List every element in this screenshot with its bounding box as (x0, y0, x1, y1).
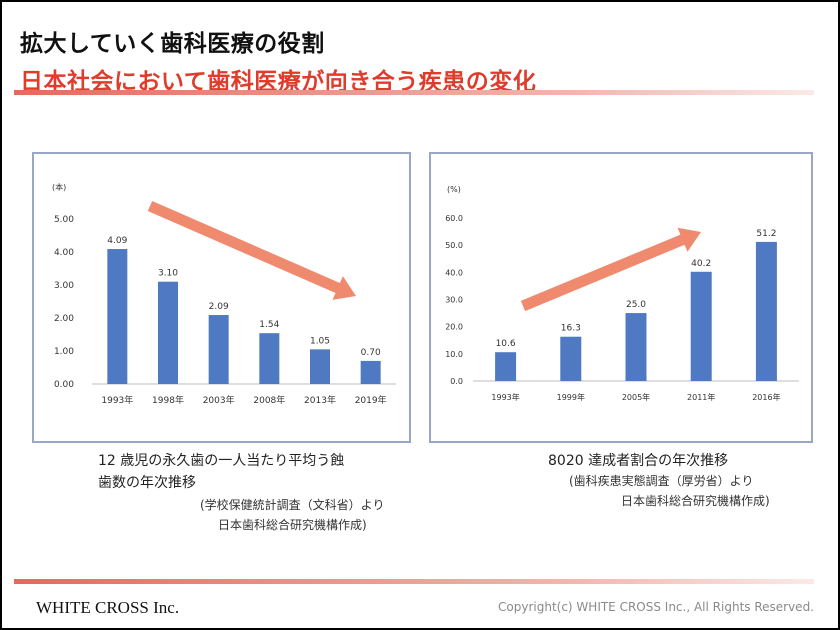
x-tick-label: 1998年 (152, 394, 184, 406)
data-label: 1.54 (259, 320, 279, 330)
data-label: 2.09 (209, 302, 229, 312)
data-label: 10.6 (496, 339, 516, 349)
slide-title: 拡大していく歯科医療の役割 (20, 31, 325, 57)
header-divider (14, 90, 814, 95)
chart-decayed-teeth: (本) 0.00 1.00 2.00 3.00 4.00 5.00 4.09 1993年 3.10… (52, 182, 396, 406)
x-tick-label: 1999年 (557, 392, 585, 402)
x-tick-label: 2011年 (687, 392, 715, 402)
y-tick-label: 20.0 (445, 323, 463, 332)
right-caption-source1: (歯科疾患実態調査（厚労省）より (569, 474, 754, 488)
bar (560, 336, 582, 381)
y-tick-label: 0.00 (54, 380, 74, 390)
x-tick-label: 2016年 (752, 392, 780, 402)
y-tick-label: 3.00 (54, 281, 74, 291)
chart-8020-rate: (%) 0.0 10.0 20.0 30.0 40.0 50.0 60.0 10.6 1993年 1… (445, 185, 799, 402)
bar (208, 315, 229, 384)
company-name: WHITE CROSS Inc. (36, 598, 180, 617)
x-tick-label: 2003年 (203, 394, 235, 406)
trend-arrow-down (147, 201, 356, 300)
y-tick-label: 60.0 (445, 214, 463, 223)
x-tick-label: 2008年 (253, 394, 285, 406)
data-label: 3.10 (158, 269, 178, 279)
chart-panel-8020: (%) 0.0 10.0 20.0 30.0 40.0 50.0 60.0 10.6 1993年 1… (429, 152, 813, 443)
bar (107, 249, 128, 384)
data-label: 25.0 (626, 300, 646, 310)
y-tick-label: 5.00 (54, 215, 74, 225)
left-caption-source2: 日本歯科総合研究機構作成) (218, 518, 367, 532)
data-label: 40.2 (691, 259, 711, 269)
y-axis-unit: (%) (447, 185, 461, 194)
data-label: 16.3 (561, 324, 581, 334)
left-caption-source1: (学校保健統計調査（文科省）より (200, 498, 385, 512)
footer-divider (14, 579, 814, 584)
y-tick-label: 30.0 (445, 296, 463, 305)
x-tick-label: 1993年 (491, 392, 519, 402)
bar (158, 281, 178, 384)
bar (259, 333, 280, 384)
y-tick-label: 10.0 (445, 350, 463, 359)
left-caption-line1: 12 歳児の永久歯の一人当たり平均う蝕 (98, 453, 345, 469)
trend-arrow-up (520, 227, 701, 312)
bar (495, 352, 517, 381)
x-tick-label: 2013年 (304, 394, 336, 406)
data-label: 0.70 (361, 348, 381, 358)
data-label: 1.05 (310, 336, 330, 346)
chart-panel-decayed-teeth: (本) 0.00 1.00 2.00 3.00 4.00 5.00 4.09 1993年 3.10… (32, 152, 411, 443)
y-tick-label: 2.00 (54, 314, 74, 324)
x-tick-label: 1993年 (101, 394, 133, 406)
bar (690, 271, 712, 381)
bar (310, 349, 330, 384)
y-tick-label: 1.00 (54, 347, 74, 357)
x-tick-label: 2005年 (622, 392, 650, 402)
copyright-notice: Copyright(c) WHITE CROSS Inc., All Right… (498, 600, 814, 614)
y-tick-label: 40.0 (445, 268, 463, 277)
y-tick-label: 4.00 (54, 248, 74, 258)
data-label: 51.2 (756, 229, 776, 239)
y-tick-label: 0.0 (450, 377, 463, 386)
bar (360, 360, 381, 384)
y-tick-label: 50.0 (445, 241, 463, 250)
bar (625, 313, 647, 381)
x-tick-label: 2019年 (355, 394, 387, 406)
y-axis-unit: (本) (52, 182, 66, 192)
data-label: 4.09 (107, 236, 127, 246)
left-caption-line2: 歯数の年次推移 (98, 475, 196, 491)
right-caption-source2: 日本歯科総合研究機構作成) (621, 494, 770, 508)
right-caption-line1: 8020 達成者割合の年次推移 (548, 453, 729, 469)
bar (755, 241, 777, 381)
